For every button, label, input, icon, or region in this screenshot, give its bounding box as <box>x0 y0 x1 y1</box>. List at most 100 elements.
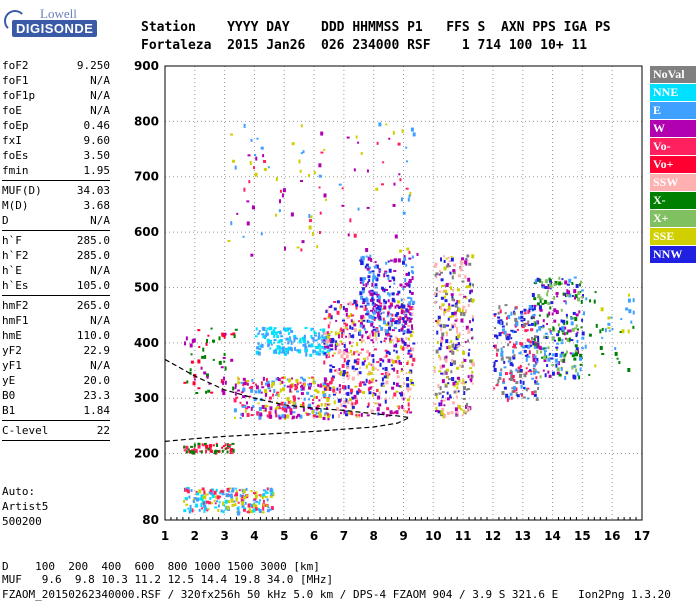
echo-point <box>543 299 547 304</box>
echo-point <box>467 339 470 343</box>
echo-point <box>200 502 203 507</box>
echo-point <box>492 344 495 347</box>
echo-point <box>410 266 414 269</box>
echo-point <box>405 377 409 382</box>
echo-point <box>355 368 359 371</box>
echo-point <box>367 281 370 284</box>
echo-point <box>202 347 205 352</box>
echo-point <box>411 276 414 281</box>
echo-point <box>235 490 238 493</box>
echo-point <box>462 379 465 384</box>
echo-point <box>468 299 471 303</box>
echo-point <box>236 389 240 392</box>
echo-point <box>385 374 389 379</box>
echo-point <box>387 332 391 336</box>
echo-point <box>336 300 340 304</box>
echo-point <box>327 417 330 421</box>
echo-point <box>506 333 510 336</box>
echo-point <box>343 358 346 363</box>
echo-point <box>404 320 408 324</box>
echo-point <box>535 370 538 373</box>
param-key: foF2 <box>2 59 29 72</box>
echo-point <box>256 137 259 140</box>
echo-point <box>632 325 635 329</box>
echo-point <box>553 283 557 287</box>
echo-point <box>451 314 455 318</box>
echo-point <box>334 331 337 336</box>
echo-point <box>627 329 630 334</box>
echo-point <box>378 403 382 407</box>
echo-point <box>555 363 558 368</box>
echo-point <box>497 316 501 319</box>
echo-point <box>337 398 341 403</box>
echo-point <box>241 405 245 408</box>
echo-point <box>440 296 444 300</box>
param-key: h`E <box>2 264 22 277</box>
param-row: h`F2 285.0 <box>2 248 110 263</box>
echo-point <box>540 298 544 301</box>
echo-point <box>359 324 363 328</box>
echo-point <box>299 337 302 342</box>
echo-point <box>374 275 377 280</box>
echo-point <box>335 342 338 346</box>
echo-point <box>370 322 374 327</box>
echo-point <box>365 330 369 333</box>
echo-point <box>564 337 567 340</box>
echo-point <box>560 359 563 363</box>
echo-point <box>329 338 333 343</box>
echo-point <box>464 410 468 413</box>
echo-point <box>320 339 324 342</box>
echo-point <box>252 382 255 385</box>
echo-point <box>224 366 227 371</box>
echo-point <box>507 314 511 319</box>
echo-point <box>464 341 467 344</box>
echo-point <box>371 366 375 371</box>
echo-point <box>400 303 403 307</box>
echo-point <box>493 313 497 316</box>
echo-point <box>616 357 619 360</box>
echo-point <box>437 383 440 388</box>
param-row: yF1 N/A <box>2 358 110 373</box>
echo-point <box>324 383 327 386</box>
echo-point <box>228 445 231 448</box>
echo-point <box>377 293 380 296</box>
echo-point <box>326 412 329 416</box>
echo-point <box>439 324 442 327</box>
echo-point <box>361 255 365 260</box>
echo-point <box>536 320 540 325</box>
echo-point <box>369 386 372 390</box>
echo-point <box>372 275 375 280</box>
echo-point <box>533 304 537 307</box>
echo-point <box>460 318 464 323</box>
echo-point <box>311 402 314 405</box>
echo-point <box>390 339 394 342</box>
echo-point <box>242 377 246 381</box>
echo-point <box>579 367 582 372</box>
echo-point <box>344 307 348 312</box>
echo-point <box>559 353 563 358</box>
echo-point <box>411 312 414 317</box>
echo-point <box>337 334 340 339</box>
echo-point <box>438 290 442 293</box>
echo-point <box>530 322 534 326</box>
echo-point <box>371 279 374 283</box>
echo-point <box>361 334 364 339</box>
echo-point <box>323 347 327 350</box>
echo-point <box>368 391 372 395</box>
muf-line: MUF 9.6 9.8 10.3 11.2 12.5 14.4 19.8 34.… <box>2 573 334 586</box>
param-value: 105.0 <box>76 279 110 292</box>
echo-point <box>270 495 273 498</box>
echo-point <box>380 382 383 387</box>
echo-point <box>317 352 321 356</box>
echo-point <box>460 364 464 368</box>
echo-point <box>434 301 437 305</box>
echo-point <box>337 332 341 336</box>
echo-point <box>377 298 381 303</box>
echo-point <box>320 408 323 413</box>
echo-point <box>227 239 231 242</box>
echo-point <box>535 321 538 326</box>
echo-point <box>408 317 411 320</box>
echo-point <box>293 339 296 343</box>
echo-point <box>412 132 416 137</box>
echo-point <box>210 492 214 496</box>
